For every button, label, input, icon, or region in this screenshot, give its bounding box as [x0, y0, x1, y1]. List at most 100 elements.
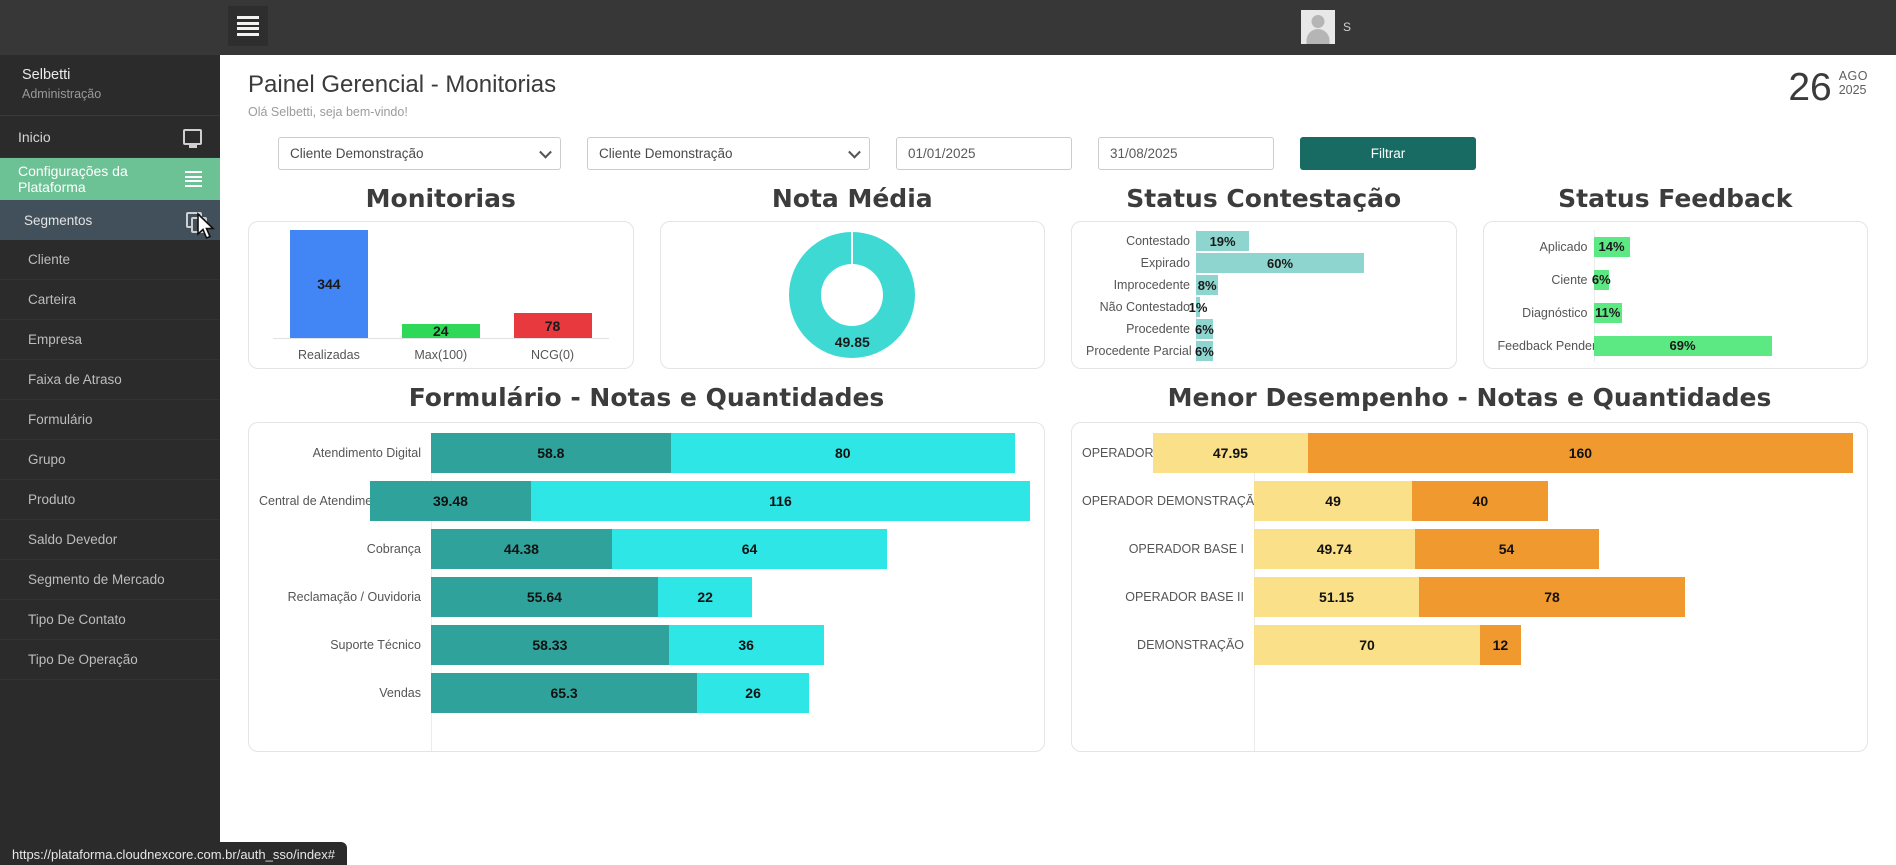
bar-segment[interactable]: 26 [697, 673, 810, 713]
bar-value-label: 1% [1188, 299, 1208, 315]
sidebar-item-tipo-de-contato[interactable]: Tipo De Contato [0, 600, 220, 640]
bar-realizadas[interactable]: 344 [289, 230, 368, 338]
bar-segment[interactable]: 51.15 [1254, 577, 1420, 617]
sidebar-toggle-button[interactable] [228, 6, 268, 46]
sidebar-item-configuracoes-da-plataforma[interactable]: Configurações da Plataforma [0, 158, 220, 200]
donut-slice[interactable]: 49.85 [789, 232, 916, 358]
sidebar-item-formulario[interactable]: Formulário [0, 400, 220, 440]
bar-category-label: Procedente [1126, 322, 1190, 336]
bar-row: DEMONSTRAÇÃO 70 12 [1082, 625, 1853, 665]
bar[interactable]: 6% [1195, 319, 1214, 339]
sidebar-item-grupo[interactable]: Grupo [0, 440, 220, 480]
bar[interactable]: 6% [1592, 269, 1611, 290]
bar-category-label: Atendimento Digital [312, 446, 421, 460]
contestacao-rows: Contestado 19% Expirado 60% Improcedente 8% Nã… [1086, 230, 1442, 362]
copy-icon[interactable] [186, 212, 207, 233]
bar-segment[interactable]: 40 [1412, 481, 1549, 521]
page-title: Painel Gerencial - Monitorias [248, 71, 557, 98]
sidebar-subitem-label: Tipo De Operação [28, 652, 138, 667]
chevron-down-icon [848, 145, 861, 159]
bar-value: 24 [432, 323, 449, 339]
bar-segment[interactable]: 12 [1479, 625, 1521, 665]
bar-row: Procedente Parcial 6% [1086, 341, 1442, 362]
sidebar-item-faixa-de-atraso[interactable]: Faixa de Atraso [0, 360, 220, 400]
bar-segment[interactable]: 54 [1414, 529, 1599, 569]
bar-row: Reclamação / Ouvidoria 55.64 22 [259, 577, 1030, 617]
sidebar-item-produto[interactable]: Produto [0, 480, 220, 520]
feedback-rows: Aplicado 14% Ciente 6% Diagnóstico 11% Feedbac… [1498, 230, 1854, 362]
chevron-down-icon [539, 145, 552, 159]
avatar [1300, 10, 1335, 44]
bar-segment[interactable]: 70 [1254, 625, 1480, 665]
bar-max[interactable]: 24 [401, 323, 480, 339]
bar[interactable]: 60% [1196, 253, 1364, 273]
bar-value-label: 19% [1209, 233, 1236, 249]
filter-bar: Cliente Demonstração Cliente Demonstraçã… [220, 127, 1896, 180]
axis-tick-label: Max(100) [414, 348, 468, 362]
date-start-input[interactable]: 01/01/2025 [896, 137, 1072, 170]
status-bar-url: https://plataforma.cloudnexcore.com.br/a… [0, 842, 348, 865]
bar-segment[interactable]: 36 [668, 625, 824, 665]
bar-segment[interactable]: 78 [1419, 577, 1685, 617]
bar-value-label: 60% [1266, 255, 1294, 271]
kpi-row: Monitorias 344 24 78 Realizadas Max(100)… [220, 180, 1896, 369]
bar[interactable]: 1% [1189, 297, 1207, 317]
sidebar-item-segmentos[interactable]: Segmentos [0, 200, 220, 240]
chart-card: Contestado 19% Expirado 60% Improcedente 8% Nã… [1071, 221, 1457, 369]
client-select-2[interactable]: Cliente Demonstração [587, 137, 870, 170]
sidebar-item-inicio[interactable]: Inicio [0, 116, 220, 158]
bar-segment[interactable]: 47.95 [1153, 433, 1308, 473]
lower-row: Formulário - Notas e Quantidades Atendim… [220, 377, 1896, 752]
bar-segment[interactable]: 49 [1254, 481, 1413, 521]
bar-segment[interactable]: 55.64 [431, 577, 658, 617]
axis-tick-label: Realizadas [297, 348, 360, 362]
bar-ncg[interactable]: 78 [513, 313, 592, 338]
chart-title: Status Feedback [1558, 184, 1793, 213]
bar-segment[interactable]: 160 [1307, 433, 1853, 473]
bar-category-label: Diagnóstico [1522, 305, 1588, 320]
date-end-input[interactable]: 31/08/2025 [1098, 137, 1274, 170]
sidebar-item-segmento-de-mercado[interactable]: Segmento de Mercado [0, 560, 220, 600]
sidebar-item-cliente[interactable]: Cliente [0, 240, 220, 280]
sidebar-subitem-label: Produto [28, 492, 76, 507]
bar-segment[interactable]: 116 [530, 481, 1030, 521]
bar[interactable]: 8% [1196, 275, 1219, 295]
filter-button[interactable]: Filtrar [1300, 137, 1476, 170]
bar-row: Procedente 6% [1086, 319, 1442, 340]
sidebar-item-empresa[interactable]: Empresa [0, 320, 220, 360]
bar-category-label: OPERADOR BASE I [1128, 542, 1244, 556]
bar-segment[interactable]: 22 [657, 577, 753, 617]
chart-card: Atendimento Digital 58.8 80 Central de Aten… [248, 422, 1045, 752]
bar[interactable]: 6% [1195, 341, 1214, 361]
bar-segment[interactable]: 80 [670, 433, 1015, 473]
bar-segment[interactable]: 49.74 [1254, 529, 1415, 569]
bar-segment[interactable]: 44.38 [431, 529, 612, 569]
bar[interactable]: 11% [1593, 302, 1622, 323]
bar-segment[interactable]: 64 [611, 529, 888, 569]
bar-category-label: Expirado [1140, 256, 1190, 270]
top-bar: S [0, 0, 1896, 55]
monitorias-axis-labels: Realizadas Max(100) NCG(0) [273, 348, 609, 362]
sidebar-item-tipo-de-operacao[interactable]: Tipo De Operação [0, 640, 220, 680]
donut-value-label: 49.85 [834, 334, 870, 350]
current-date: 26 AGO 2025 [1788, 68, 1868, 107]
sidebar-item-saldo-devedor[interactable]: Saldo Devedor [0, 520, 220, 560]
bar-category-label: Aplicado [1539, 239, 1588, 254]
bar[interactable]: 69% [1593, 335, 1772, 356]
chart-title: Nota Média [771, 184, 933, 213]
user-menu[interactable]: S [1300, 4, 1351, 50]
formulario-rows: Atendimento Digital 58.8 80 Central de Aten… [259, 433, 1030, 751]
bar-row: OPERADOR BASE I 49.74 54 [1082, 529, 1853, 569]
bar-segment[interactable]: 39.48 [370, 481, 531, 521]
bar[interactable]: 14% [1593, 236, 1630, 257]
bar-row: Contestado 19% [1086, 231, 1442, 252]
client-select-1[interactable]: Cliente Demonstração [278, 137, 561, 170]
sidebar-subitem-label: Saldo Devedor [28, 532, 118, 547]
bar-segment[interactable]: 65.3 [431, 673, 698, 713]
bar[interactable]: 19% [1196, 231, 1250, 251]
bar-segment[interactable]: 58.8 [431, 433, 671, 473]
sidebar-item-carteira[interactable]: Carteira [0, 280, 220, 320]
bar-segment[interactable]: 58.33 [431, 625, 669, 665]
